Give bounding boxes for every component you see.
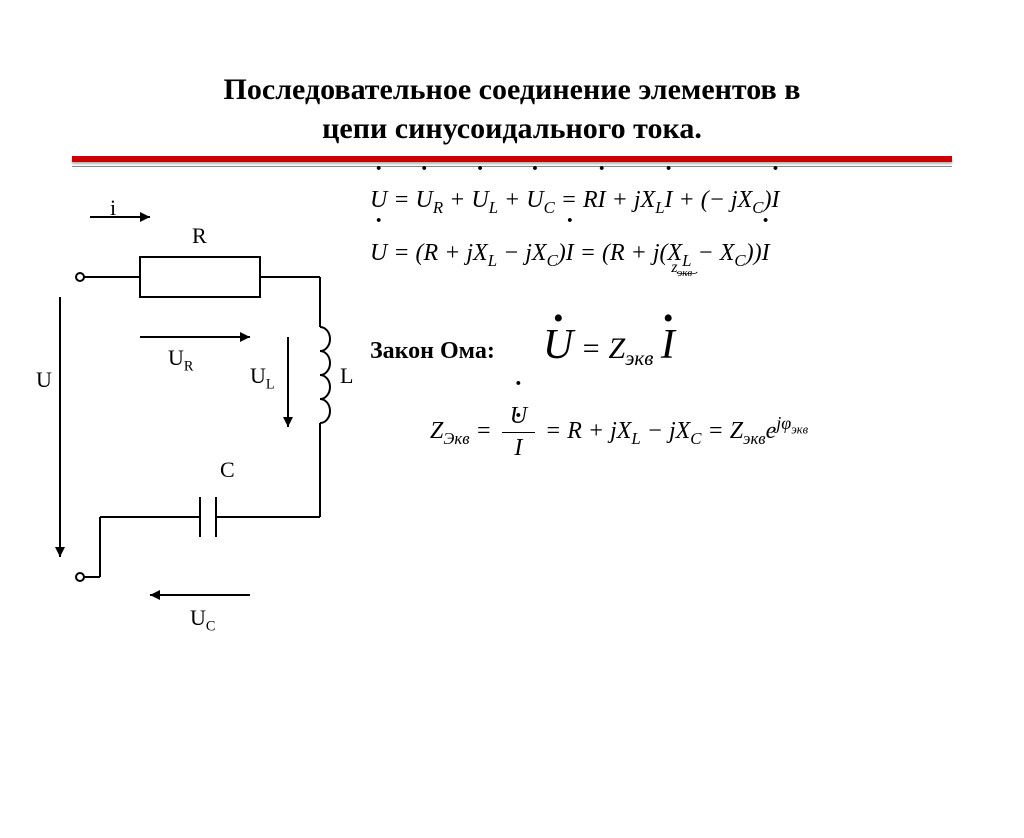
label-C: C [220, 457, 235, 483]
label-R: R [192, 223, 207, 249]
title-underline [72, 156, 952, 162]
title-line-1: Последовательное соединение элементов в [224, 73, 801, 106]
equations-column: U = UR + UL + UC = RI + jXLI + (− jXC)I … [370, 187, 990, 486]
title-line-2: цепи синусоидального тока. [322, 112, 702, 145]
ohm-law-label: Закон Ома: [370, 338, 495, 364]
label-U: U [36, 367, 52, 393]
label-UL: UL [250, 363, 275, 393]
circuit-diagram: i R L C U UR UL UC [40, 177, 360, 637]
label-UC: UC [190, 605, 215, 635]
equation-1: U = UR + UL + UC = RI + jXLI + (− jXC)I [370, 187, 990, 218]
equation-3: ZЭкв = U I = R + jXL − jXC = Zэквejφэкв [430, 401, 990, 464]
content-area: i R L C U UR UL UC U = UR + UL + UC = RI… [0, 167, 1024, 727]
equation-2: U = (R + jXL − jXC)I = (R + j(XL − XC))︸… [370, 240, 990, 271]
slide-title: Последовательное соединение элементов в … [0, 70, 1024, 148]
label-L: L [340, 363, 353, 389]
label-i: i [110, 195, 116, 221]
label-UR: UR [168, 345, 193, 375]
ohm-law-row: Закон Ома: U = Zэкв I [370, 321, 990, 371]
